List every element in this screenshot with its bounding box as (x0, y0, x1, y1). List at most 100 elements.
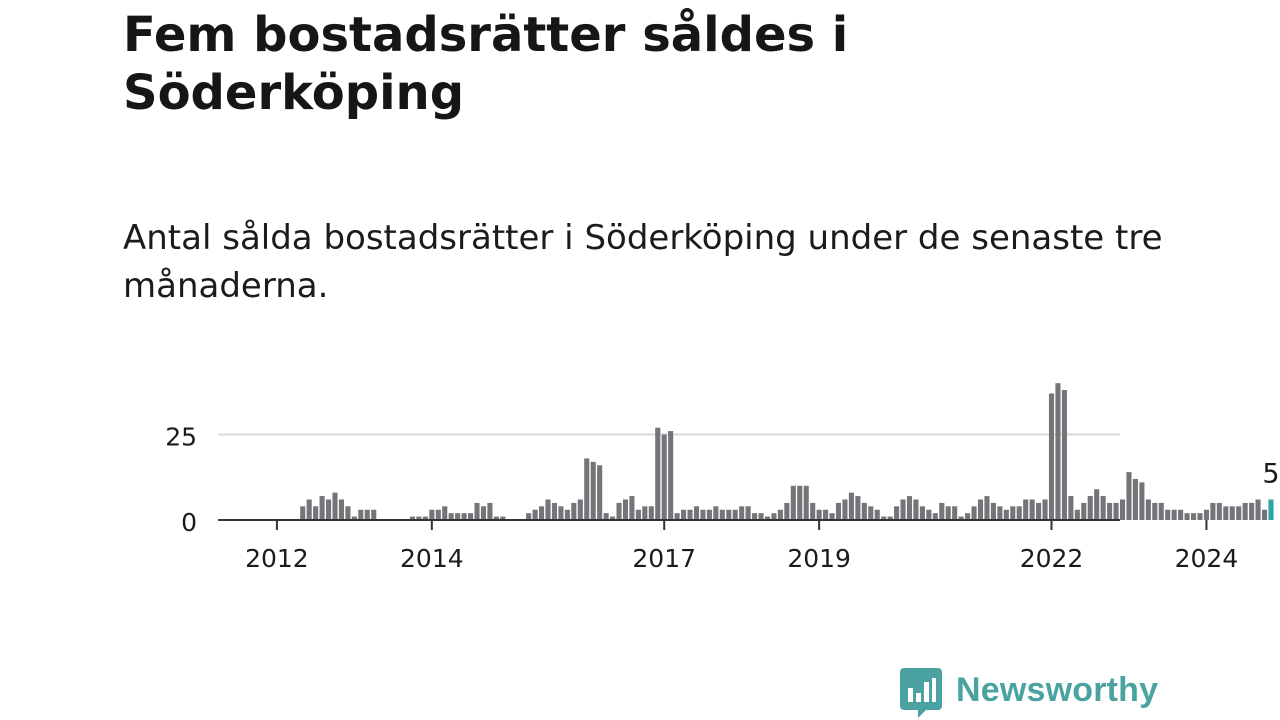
bar (719, 509, 725, 520)
bar (1068, 496, 1074, 520)
bar (668, 431, 674, 520)
bar (422, 516, 428, 520)
bar (1042, 499, 1048, 520)
bar (823, 509, 829, 520)
bar (545, 499, 551, 520)
brand-name: Newsworthy (956, 671, 1159, 709)
bar (829, 513, 835, 520)
bar (461, 513, 467, 520)
bar (894, 506, 900, 520)
bar (584, 458, 590, 520)
bar (571, 502, 577, 520)
bar (313, 506, 319, 520)
bar (551, 502, 558, 520)
bar (539, 506, 545, 520)
newsworthy-logo: Newsworthy (900, 668, 1158, 720)
labels-layer: 0 25 2012 2014 2017 2019 2022 2024 5 (165, 423, 1279, 574)
bar (1055, 383, 1061, 520)
x-tick-label: 2022 (1020, 544, 1084, 573)
bar (629, 496, 635, 520)
x-tick-label: 2017 (632, 544, 696, 573)
bar (358, 509, 364, 520)
bar (635, 509, 641, 520)
bar (306, 499, 312, 520)
bar (1190, 513, 1197, 520)
newsworthy-logo-icon (900, 668, 942, 718)
bar (984, 496, 990, 520)
bar (487, 502, 493, 520)
bar (1139, 482, 1145, 520)
chart-subtitle: Antal sålda bostadsrätter i Söderköping … (123, 218, 1163, 306)
bar (674, 513, 680, 520)
bar (351, 516, 357, 520)
bar (1210, 502, 1216, 520)
bar (887, 516, 893, 520)
bar (1107, 502, 1113, 520)
bar (622, 499, 629, 520)
bar (855, 496, 861, 520)
bar (1216, 502, 1222, 520)
bar (435, 509, 441, 520)
bar (1145, 499, 1151, 520)
bar (319, 496, 325, 520)
bar (919, 506, 925, 520)
bar (474, 502, 480, 520)
bar (642, 506, 648, 520)
bar (971, 506, 977, 520)
bar (1061, 390, 1067, 520)
bar (1029, 499, 1035, 520)
bar (861, 502, 867, 520)
bar (997, 506, 1003, 520)
bar (345, 506, 351, 520)
bar (764, 516, 771, 520)
bar (300, 506, 306, 520)
bar (816, 509, 822, 520)
bar (990, 502, 996, 520)
bar (480, 506, 487, 520)
bar (500, 516, 506, 520)
bar (409, 516, 416, 520)
bar (952, 506, 958, 520)
bar (932, 513, 938, 520)
bar (1229, 506, 1235, 520)
bar (1203, 509, 1209, 520)
bar (332, 492, 338, 520)
bar (1158, 502, 1164, 520)
bar (1087, 496, 1093, 520)
bar (1048, 393, 1055, 520)
bar (455, 513, 461, 520)
x-tick-label: 2019 (787, 544, 851, 573)
chart-title: Fem bostadsrätter såldes i Söderköping (123, 7, 849, 121)
bar (429, 509, 435, 520)
bar (1236, 506, 1242, 520)
bar (1197, 513, 1203, 520)
bar (771, 513, 777, 520)
bar (1119, 499, 1126, 520)
bar (1178, 509, 1184, 520)
bar (564, 509, 570, 520)
bar (926, 509, 932, 520)
bar (1171, 509, 1177, 520)
bar (1113, 502, 1119, 520)
bar (803, 485, 809, 520)
bar (1132, 478, 1138, 520)
bar (603, 513, 609, 520)
bar (371, 509, 377, 520)
bar (681, 509, 687, 520)
bar (958, 516, 964, 520)
bar (784, 502, 790, 520)
bar (1165, 509, 1171, 520)
bar (900, 499, 906, 520)
bar (1023, 499, 1029, 520)
bar-highlight (1268, 499, 1274, 520)
bar (1081, 502, 1087, 520)
y-tick-label: 0 (181, 508, 197, 537)
bar (848, 492, 854, 520)
bar (687, 509, 693, 520)
bar (338, 499, 345, 520)
bar (1223, 506, 1229, 520)
bar (468, 513, 474, 520)
bar (364, 509, 370, 520)
bar (777, 509, 783, 520)
bar (655, 427, 661, 520)
